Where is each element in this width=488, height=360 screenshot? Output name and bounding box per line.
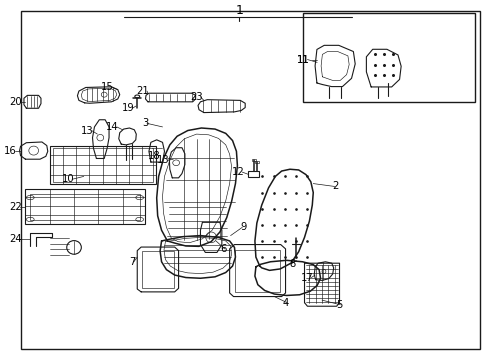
Text: 14: 14 [106, 122, 119, 132]
Bar [251, 159, 255, 161]
Bar [25, 189, 144, 224]
Text: 16: 16 [4, 145, 17, 156]
Text: 7: 7 [129, 257, 136, 267]
Text: 19: 19 [122, 103, 134, 113]
Text: 18: 18 [147, 150, 160, 161]
Bar [235, 249, 279, 292]
Text: 4: 4 [282, 298, 288, 308]
Text: 3: 3 [142, 118, 149, 128]
Bar [53, 148, 152, 182]
Text: 5: 5 [335, 300, 342, 310]
Text: 23: 23 [189, 92, 202, 102]
Bar [302, 13, 474, 102]
Bar [30, 194, 140, 220]
Bar [254, 161, 258, 163]
Text: 12: 12 [231, 167, 244, 177]
Text: 15: 15 [101, 82, 114, 93]
Text: 1: 1 [235, 4, 243, 17]
Text: 6: 6 [220, 244, 226, 254]
Text: 11: 11 [296, 54, 309, 64]
Bar [50, 145, 155, 184]
Text: 22: 22 [9, 202, 21, 212]
Text: 2: 2 [332, 181, 338, 192]
Text: 9: 9 [240, 222, 246, 232]
Bar [247, 171, 258, 177]
Text: 24: 24 [9, 234, 21, 244]
Text: 8: 8 [288, 259, 295, 269]
Text: 20: 20 [9, 97, 21, 107]
Text: 10: 10 [61, 174, 74, 184]
Text: 13: 13 [81, 126, 93, 135]
Text: 17: 17 [300, 273, 313, 283]
Bar [142, 251, 173, 288]
Text: 13: 13 [157, 155, 169, 165]
Text: 11: 11 [296, 54, 309, 64]
Text: 21: 21 [136, 86, 149, 96]
